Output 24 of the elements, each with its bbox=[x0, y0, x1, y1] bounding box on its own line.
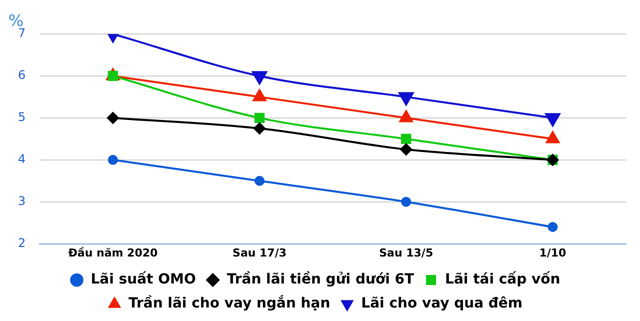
point bbox=[401, 134, 412, 144]
y-tick-label: 4 bbox=[18, 152, 26, 166]
legend-label: Lãi suất OMO bbox=[90, 270, 196, 288]
y-tick-label: 6 bbox=[18, 68, 26, 82]
x-tick-label: Sau 17/3 bbox=[232, 246, 287, 260]
legend-label: Trần lãi tiền gửi dưới 6T bbox=[226, 270, 414, 288]
point bbox=[548, 222, 558, 232]
legend-label: Trần lãi cho vay ngắn hạn bbox=[128, 294, 330, 312]
legend-label: Lãi tái cấp vốn bbox=[445, 270, 560, 288]
point bbox=[107, 112, 119, 124]
y-tick-label: 2 bbox=[18, 236, 26, 250]
legend-label: Lãi cho vay qua đêm bbox=[361, 296, 523, 312]
point bbox=[254, 112, 265, 124]
point bbox=[401, 196, 412, 207]
y-tick-label: 3 bbox=[18, 194, 26, 208]
point bbox=[254, 122, 266, 134]
x-tick-label: 1/10 bbox=[539, 246, 567, 260]
x-tick-label: Đầu năm 2020 bbox=[68, 246, 158, 260]
point bbox=[400, 143, 412, 156]
x-tick-label: Sau 13/5 bbox=[379, 246, 434, 260]
point bbox=[108, 154, 118, 165]
y-tick-label: 7 bbox=[18, 26, 26, 40]
point bbox=[254, 176, 265, 186]
y-tick-label: 5 bbox=[18, 110, 26, 124]
